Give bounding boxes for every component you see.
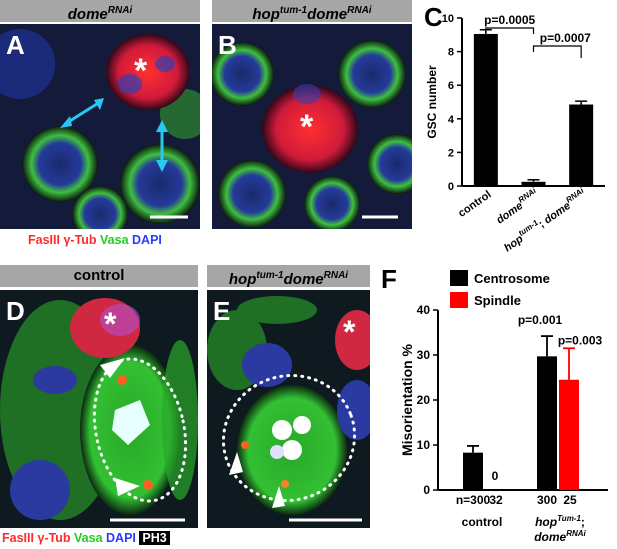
micrograph-a-image — [0, 24, 200, 229]
panel-label-c: C — [424, 2, 443, 32]
c-x-tick-label: control — [456, 189, 493, 220]
f-n-label-spindle: 32 — [489, 493, 503, 507]
panel-label-a: A — [6, 30, 25, 60]
f-group-label-hop: hopTum-1; — [535, 514, 585, 529]
c-bar — [521, 181, 546, 186]
f-legend-swatch — [450, 270, 468, 286]
header-hop-dome-rnai-top: hoptum-1domeRNAi — [212, 0, 412, 23]
arrowhead-d2 — [115, 478, 140, 496]
f-y-tick-label: 30 — [417, 348, 431, 362]
f-bar-centrosome — [537, 356, 557, 490]
header-control: control — [0, 265, 198, 287]
c-y-axis-label: GSC number — [425, 65, 439, 139]
f-y-tick-label: 0 — [423, 483, 430, 497]
panel-label-d: D — [6, 296, 25, 326]
c-comparison-bracket — [532, 45, 582, 58]
asterisk-b: * — [300, 108, 314, 146]
f-n-label-centrosome: n=300 — [456, 493, 491, 507]
c-y-tick-label: 0 — [448, 181, 454, 193]
micrograph-e-image — [207, 290, 370, 528]
panel-label-b: B — [218, 30, 237, 60]
cell-outline-dotted-d — [92, 357, 188, 503]
c-y-tick-label: 2 — [448, 147, 454, 159]
asterisk-e: * — [343, 314, 356, 350]
panel-label-f: F — [381, 264, 397, 294]
c-bar — [569, 104, 594, 186]
micrograph-b-image — [212, 24, 412, 229]
micrograph-panel-b: B * — [212, 24, 412, 229]
c-y-tick-label: 4 — [448, 114, 455, 126]
c-p-value-label: p=0.0005 — [484, 13, 535, 27]
f-y-tick-label: 10 — [417, 438, 431, 452]
arrowhead-e2 — [272, 486, 285, 508]
c-bar — [473, 33, 498, 187]
cell-outline-dotted-e — [221, 374, 357, 502]
f-group-label-control: control — [462, 515, 503, 529]
f-bar-centrosome — [463, 452, 483, 490]
f-y-tick-label: 40 — [417, 303, 431, 317]
header-dome-rnai: domeRNAi — [0, 0, 200, 23]
f-bar-spindle — [559, 379, 579, 490]
f-zero-label: 0 — [492, 469, 499, 483]
f-legend-label: Spindle — [474, 293, 521, 308]
c-y-tick-label: 10 — [442, 13, 454, 25]
f-y-axis-label: Misorientation % — [399, 343, 415, 456]
c-comparison-bracket — [485, 27, 535, 34]
c-y-tick-label: 6 — [448, 80, 454, 92]
f-n-label-spindle: 25 — [563, 493, 577, 507]
asterisk-d: * — [104, 306, 117, 342]
micrograph-panel-a: A * — [0, 24, 200, 229]
asterisk-a: * — [134, 52, 148, 90]
chart-f-misorientation: Centrosome Spindle 0 10 20 30 40 Misorientation… — [399, 270, 608, 544]
c-x-tick-label: hoptum-1; domeRNAi — [500, 186, 589, 255]
micrograph-panel-d: D * — [0, 290, 198, 528]
stain-legend-bottom: FasIII γ-Tub Vasa DAPI PH3 — [2, 531, 170, 545]
f-legend-swatch — [450, 292, 468, 308]
f-p-value-centrosome: p=0.001 — [518, 313, 563, 327]
f-legend-label: Centrosome — [474, 271, 550, 286]
micrograph-panel-e: E * — [207, 290, 370, 528]
c-p-value-label: p=0.0007 — [540, 31, 591, 45]
stain-legend-top: FasIII γ-Tub Vasa DAPI — [28, 233, 162, 247]
f-group-label-dome: domeRNAi — [534, 529, 586, 544]
header-hop-dome-rnai-bottom: hoptum-1domeRNAi — [207, 265, 370, 288]
arrowhead-e1 — [229, 452, 243, 475]
micrograph-d-image — [0, 290, 198, 528]
f-n-label-centrosome: 300 — [537, 493, 557, 507]
arrowhead-d1 — [100, 358, 125, 378]
panel-label-e: E — [213, 296, 231, 326]
c-y-tick-label: 8 — [448, 47, 454, 59]
f-p-value-spindle: p=0.003 — [558, 333, 603, 347]
f-y-tick-label: 20 — [417, 393, 431, 407]
